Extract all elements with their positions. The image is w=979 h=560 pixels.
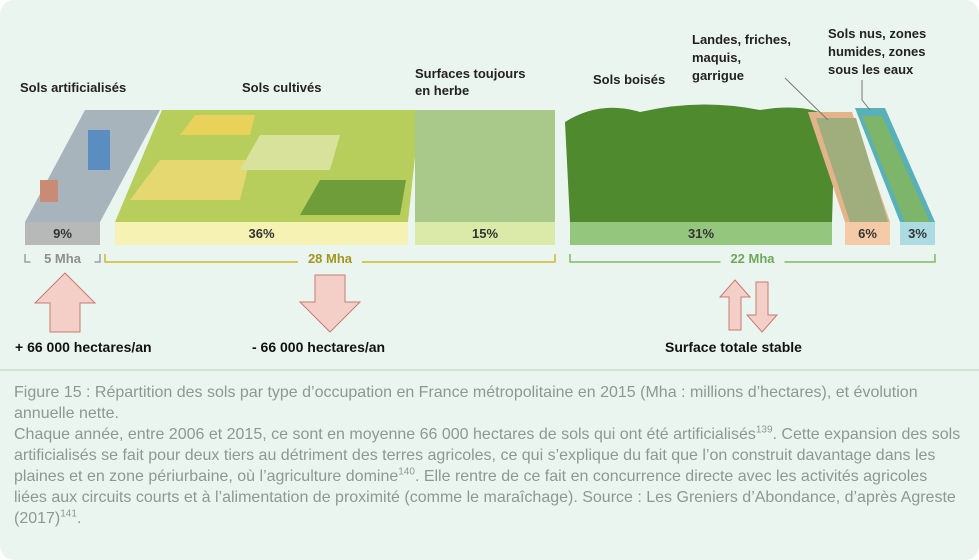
category-label: Surfaces toujours en herbe (415, 66, 526, 98)
change-label: + 66 000 hectares/an (15, 339, 152, 355)
caption-text: Chaque année, entre 2006 et 2015, ce son… (14, 424, 964, 529)
percent-label: 31% (688, 226, 714, 241)
category-label: Sols nus, zones humides, zones sous les ea… (828, 26, 926, 77)
figure: Sols artificialisés 9% Sols cultivés 36% Sur… (0, 26, 979, 371)
down-arrow (298, 274, 362, 333)
building (88, 130, 110, 170)
percent-bar (25, 222, 100, 245)
bracket-bg (298, 252, 362, 266)
text: . (76, 510, 82, 527)
percent-label: 36% (248, 226, 274, 241)
footnote-ref: 140 (398, 466, 415, 478)
category-label: Sols cultivés (242, 80, 321, 95)
field (240, 135, 340, 170)
text: . Elle rentre de ce fait en concurrence … (14, 468, 956, 527)
caption: Figure 15 : Répartition des sols par typ… (14, 382, 964, 529)
percent-bar (115, 222, 408, 245)
bracket-bg (720, 252, 785, 266)
percent-bar (570, 222, 832, 245)
bracket-bg (30, 252, 95, 266)
building (40, 180, 58, 202)
text: . Cette expansion des sols artificialisé… (14, 426, 961, 485)
up-arrow (718, 279, 752, 331)
percent-bar (415, 222, 555, 245)
change-label: Surface totale stable (665, 339, 802, 355)
up-arrow (33, 272, 97, 333)
down-arrow (745, 281, 779, 333)
category-label: Sols boisés (593, 72, 665, 87)
caption-title: Figure 15 : Répartition des sols par typ… (14, 384, 918, 422)
footnote-ref: 139 (755, 424, 773, 436)
percent-label: 6% (858, 226, 877, 241)
percent-label: 9% (53, 226, 72, 241)
group-label: 22 Mha (730, 251, 775, 266)
footnote-ref: 141 (60, 508, 77, 520)
pointer (861, 80, 871, 111)
group-label: 5 Mha (44, 251, 82, 266)
group-label: 28 Mha (308, 251, 353, 266)
forest-image (565, 104, 835, 222)
percent-bar (900, 222, 935, 245)
percent-label: 15% (472, 226, 498, 241)
field (130, 160, 250, 200)
field (180, 115, 255, 135)
text: Chaque année, entre 2006 et 2015, ce son… (14, 426, 756, 443)
field (300, 180, 406, 215)
percent-label: 3% (908, 226, 927, 241)
pointer (784, 77, 829, 121)
change-label: - 66 000 hectares/an (252, 339, 385, 355)
heath-top (816, 118, 888, 222)
category-label: Landes, friches, maquis, garrigue (692, 32, 791, 83)
percent-bar (845, 222, 890, 245)
water-top (862, 116, 930, 222)
category-label: Sols artificialisés (20, 80, 126, 95)
grass-image (415, 110, 555, 222)
